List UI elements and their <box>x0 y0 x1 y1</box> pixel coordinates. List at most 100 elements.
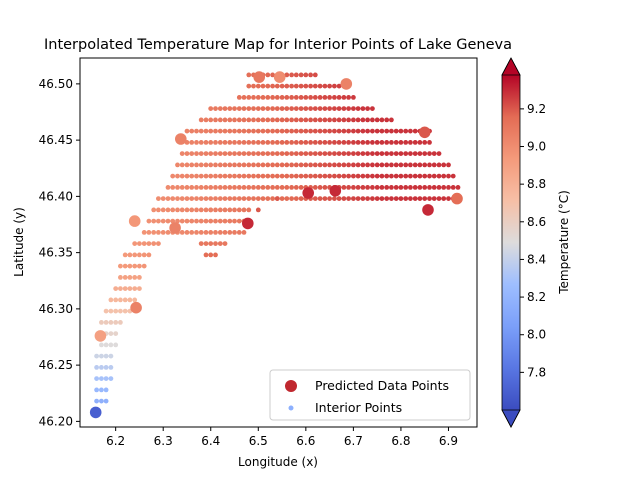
interior-point <box>246 72 252 78</box>
interior-point <box>336 140 342 145</box>
interior-point <box>327 140 332 145</box>
interior-point <box>403 128 409 134</box>
interior-point <box>208 252 214 258</box>
interior-point <box>446 162 451 168</box>
interior-point <box>393 128 399 134</box>
interior-point <box>213 162 218 168</box>
interior-point <box>137 263 142 269</box>
interior-point <box>203 207 209 213</box>
interior-point <box>184 185 190 190</box>
interior-point <box>251 95 256 100</box>
interior-point <box>189 151 195 157</box>
interior-point <box>251 106 256 111</box>
interior-point <box>179 218 185 224</box>
interior-point <box>427 185 432 190</box>
interior-point <box>341 162 347 168</box>
interior-point <box>198 162 204 168</box>
interior-point <box>327 128 332 134</box>
interior-point <box>317 196 323 202</box>
interior-point <box>113 297 119 303</box>
interior-point <box>317 128 323 134</box>
interior-point <box>374 196 380 202</box>
interior-point <box>351 106 356 111</box>
interior-point <box>322 128 328 134</box>
interior-point <box>217 128 223 134</box>
interior-point <box>374 151 380 157</box>
interior-point <box>398 140 404 145</box>
interior-point <box>284 106 290 111</box>
interior-point <box>408 162 413 168</box>
interior-point <box>412 128 418 134</box>
interior-point <box>208 185 214 190</box>
interior-point <box>289 196 294 202</box>
interior-point <box>108 365 114 370</box>
interior-point <box>284 162 290 168</box>
interior-point <box>246 173 252 179</box>
interior-point <box>384 173 390 179</box>
interior-point <box>322 196 328 202</box>
legend-interior-label: Interior Points <box>315 400 402 415</box>
interior-point <box>137 241 142 247</box>
interior-point <box>289 83 294 89</box>
interior-point <box>303 95 309 100</box>
interior-point <box>227 185 233 190</box>
interior-point <box>346 185 351 190</box>
interior-points-layer <box>94 72 461 404</box>
interior-point <box>270 185 275 190</box>
interior-point <box>303 173 309 179</box>
predicted-point <box>175 133 187 145</box>
interior-point <box>179 207 185 213</box>
interior-point <box>341 196 347 202</box>
interior-point <box>217 241 223 247</box>
interior-point <box>122 297 128 303</box>
interior-point <box>336 151 342 157</box>
interior-point <box>365 173 370 179</box>
interior-point <box>122 275 128 280</box>
interior-point <box>332 117 337 123</box>
interior-point <box>279 162 285 168</box>
interior-point <box>113 286 119 291</box>
interior-point <box>141 263 147 269</box>
interior-point <box>446 196 451 202</box>
interior-point <box>94 387 99 393</box>
interior-point <box>236 140 242 145</box>
interior-point <box>308 151 313 157</box>
interior-point <box>103 320 109 325</box>
x-tick-label: 6.5 <box>249 434 268 448</box>
interior-point <box>251 83 256 89</box>
interior-point <box>141 241 147 247</box>
interior-point <box>312 72 318 78</box>
interior-point <box>160 207 166 213</box>
interior-point <box>360 162 366 168</box>
interior-point <box>374 162 380 168</box>
interior-point <box>279 128 285 134</box>
x-tick-label: 6.6 <box>296 434 315 448</box>
interior-point <box>236 230 242 235</box>
interior-point <box>270 196 275 202</box>
interior-point <box>246 95 252 100</box>
interior-point <box>198 241 204 247</box>
interior-point <box>332 106 337 111</box>
interior-point <box>217 106 223 111</box>
interior-point <box>170 207 176 213</box>
interior-point <box>213 230 218 235</box>
interior-point <box>312 117 318 123</box>
interior-point <box>312 95 318 100</box>
predicted-point <box>242 217 254 230</box>
colorbar-ticks: 7.8 8.0 8.2 8.4 8.6 8.8 9.0 9.2 <box>520 102 546 379</box>
interior-point <box>227 162 233 168</box>
interior-point <box>298 95 304 100</box>
interior-point <box>312 83 318 89</box>
interior-point <box>184 218 190 224</box>
interior-point <box>265 162 271 168</box>
interior-point <box>255 140 261 145</box>
interior-point <box>127 263 133 269</box>
interior-point <box>298 173 304 179</box>
interior-point <box>108 308 114 314</box>
interior-point <box>293 162 299 168</box>
interior-point <box>103 365 109 370</box>
interior-point <box>303 140 309 145</box>
interior-point <box>113 342 119 348</box>
interior-point <box>251 162 256 168</box>
interior-point <box>270 173 275 179</box>
